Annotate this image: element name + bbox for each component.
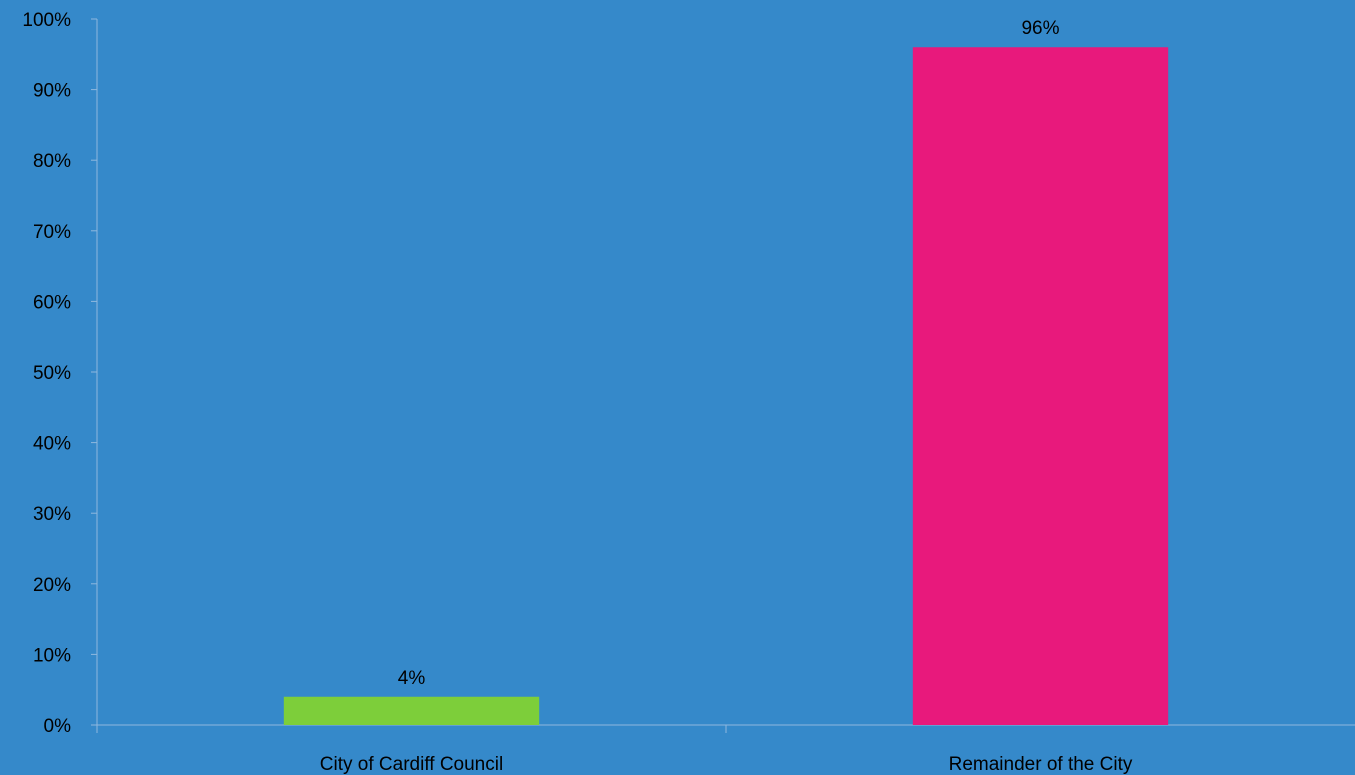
x-axis: City of Cardiff Council Remainder of the … bbox=[97, 724, 1355, 775]
data-labels: 4% 96% bbox=[398, 18, 1060, 689]
bar-2 bbox=[912, 47, 1169, 726]
bars bbox=[283, 47, 1169, 726]
x-category-label: Remainder of the City bbox=[949, 754, 1133, 775]
y-tick-label: 20% bbox=[33, 575, 71, 596]
y-tick-label: 0% bbox=[44, 716, 72, 737]
y-tick-label: 60% bbox=[33, 292, 71, 313]
value-label: 4% bbox=[398, 668, 426, 689]
y-tick-label: 90% bbox=[33, 81, 71, 102]
y-tick-label: 100% bbox=[22, 10, 71, 31]
y-tick-label: 40% bbox=[33, 434, 71, 455]
y-tick-label: 30% bbox=[33, 504, 71, 525]
y-axis: 0% 10% 20% 30% 40% 50% 60% 70% 80% 90% 100% bbox=[22, 10, 98, 737]
y-tick-label: 10% bbox=[33, 645, 71, 666]
value-label: 96% bbox=[1021, 18, 1059, 39]
y-tick-label: 50% bbox=[33, 363, 71, 384]
y-tick-label: 70% bbox=[33, 222, 71, 243]
x-category-label: City of Cardiff Council bbox=[320, 754, 503, 775]
y-tick-label: 80% bbox=[33, 151, 71, 172]
bar-1 bbox=[283, 696, 540, 725]
